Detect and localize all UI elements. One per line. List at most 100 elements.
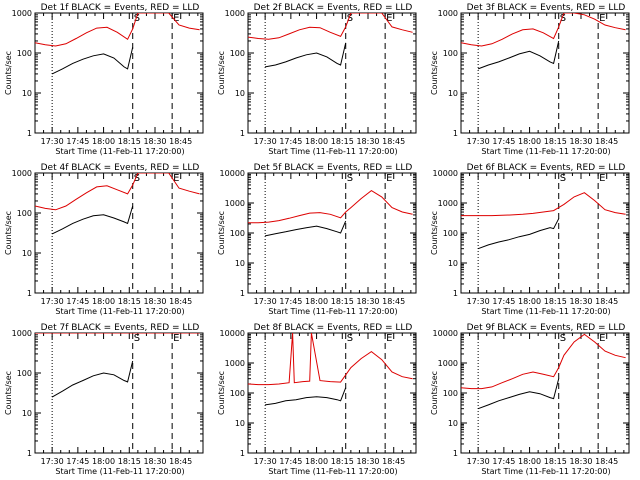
y-tick-label: 1000 bbox=[12, 9, 32, 18]
x-tick-label: 17:45 bbox=[492, 457, 515, 466]
start-marker-label: S bbox=[134, 13, 140, 24]
y-tick-label: 100 bbox=[17, 369, 32, 378]
y-tick-label: 10000 bbox=[433, 329, 458, 338]
x-tick-label: 18:00 bbox=[305, 297, 328, 306]
x-tick-label: 17:30 bbox=[254, 457, 277, 466]
y-tick-label: 1000 bbox=[438, 199, 458, 208]
x-axis-label: Start Time (11-Feb-11 17:20:00) bbox=[55, 147, 184, 156]
y-tick-label: 1 bbox=[240, 449, 245, 458]
x-tick-label: 18:30 bbox=[569, 137, 592, 146]
y-tick-label: 100 bbox=[230, 49, 245, 58]
x-tick-label: 18:15 bbox=[331, 297, 354, 306]
x-tick-label: 18:00 bbox=[518, 297, 541, 306]
x-tick-label: 18:45 bbox=[382, 137, 405, 146]
x-axis-label: Start Time (11-Feb-11 17:20:00) bbox=[481, 307, 610, 316]
end-marker-label: E bbox=[386, 13, 392, 24]
start-marker-label: S bbox=[560, 13, 566, 24]
y-tick-label: 10 bbox=[235, 419, 245, 428]
events-series-line bbox=[264, 220, 347, 237]
x-tick-label: 18:30 bbox=[143, 137, 166, 146]
x-tick-label: 17:45 bbox=[66, 137, 89, 146]
x-tick-label: 18:45 bbox=[169, 297, 192, 306]
y-tick-label: 100 bbox=[230, 229, 245, 238]
start-marker-label: S bbox=[347, 333, 353, 344]
events-series-line bbox=[477, 40, 560, 70]
x-axis-label: Start Time (11-Feb-11 17:20:00) bbox=[55, 467, 184, 476]
x-axis-label: Start Time (11-Feb-11 17:20:00) bbox=[268, 147, 397, 156]
plot-frame bbox=[247, 332, 417, 454]
x-tick-label: 18:45 bbox=[595, 297, 618, 306]
y-tick-label: 1000 bbox=[225, 9, 245, 18]
lightcurve-plot: Det 6f BLACK = Events, RED = LLD 1 10 100 10… bbox=[430, 163, 630, 316]
x-tick-label: 18:45 bbox=[382, 297, 405, 306]
y-tick-label: 1000 bbox=[225, 199, 245, 208]
lightcurve-plot: Det 2f BLACK = Events, RED = LLD 1 10 100 10… bbox=[217, 3, 417, 156]
detector-panel-5: Det 5f BLACK = Events, RED = LLD 1 10 100 10… bbox=[213, 160, 426, 320]
x-tick-label: 17:45 bbox=[279, 137, 302, 146]
y-tick-label: 1 bbox=[27, 449, 32, 458]
x-tick-label: 18:00 bbox=[305, 137, 328, 146]
y-axis-label: Counts/sec bbox=[4, 51, 13, 95]
x-tick-label: 18:15 bbox=[118, 457, 141, 466]
y-tick-label: 10 bbox=[22, 89, 32, 98]
y-tick-label: 1 bbox=[27, 289, 32, 298]
panel-title: Det 6f BLACK = Events, RED = LLD bbox=[467, 163, 626, 173]
end-marker-label: E bbox=[599, 13, 605, 24]
y-tick-label: 10 bbox=[235, 89, 245, 98]
x-tick-label: 18:45 bbox=[169, 137, 192, 146]
y-axis-label: Counts/sec bbox=[430, 51, 439, 95]
x-tick-label: 18:15 bbox=[118, 137, 141, 146]
x-tick-label: 18:15 bbox=[331, 137, 354, 146]
lightcurve-plot: Det 4f BLACK = Events, RED = LLD 1 10 100 10… bbox=[4, 163, 204, 316]
start-marker-label: S bbox=[134, 333, 140, 344]
lld-series-line bbox=[248, 189, 413, 224]
panel-title: Det 2f BLACK = Events, RED = LLD bbox=[254, 3, 413, 13]
lightcurve-plot: Det 7f BLACK = Events, RED = LLD 1 10 100 10… bbox=[4, 323, 204, 476]
plot-frame bbox=[460, 172, 630, 294]
events-series-line bbox=[265, 387, 347, 406]
x-tick-label: 17:30 bbox=[254, 137, 277, 146]
panel-title: Det 3f BLACK = Events, RED = LLD bbox=[467, 3, 626, 13]
plot-frame bbox=[34, 172, 204, 294]
y-tick-label: 100 bbox=[230, 389, 245, 398]
end-marker-label: E bbox=[173, 173, 179, 184]
lld-series-line bbox=[461, 13, 626, 47]
y-tick-label: 10 bbox=[22, 409, 32, 418]
y-tick-label: 1000 bbox=[12, 329, 32, 338]
x-tick-label: 17:45 bbox=[279, 457, 302, 466]
y-tick-label: 10 bbox=[448, 89, 458, 98]
plot-frame bbox=[247, 172, 417, 294]
x-tick-label: 18:00 bbox=[92, 457, 115, 466]
plot-frame bbox=[34, 12, 204, 134]
x-tick-label: 18:00 bbox=[518, 137, 541, 146]
y-tick-label: 1 bbox=[27, 129, 32, 138]
y-tick-label: 1 bbox=[453, 129, 458, 138]
end-marker-label: E bbox=[173, 13, 179, 24]
x-tick-label: 18:30 bbox=[143, 457, 166, 466]
y-tick-label: 10 bbox=[448, 419, 458, 428]
lld-series-line bbox=[248, 13, 413, 40]
y-axis-label: Counts/sec bbox=[4, 371, 13, 415]
x-tick-label: 17:45 bbox=[66, 457, 89, 466]
detector-panel-3: Det 3f BLACK = Events, RED = LLD 1 10 100 10… bbox=[426, 0, 639, 160]
y-tick-label: 100 bbox=[17, 49, 32, 58]
x-tick-label: 18:45 bbox=[595, 457, 618, 466]
y-tick-label: 1000 bbox=[438, 359, 458, 368]
y-tick-label: 1000 bbox=[12, 169, 32, 178]
lightcurve-plot: Det 8f BLACK = Events, RED = LLD 1 10 100 10… bbox=[217, 323, 417, 476]
x-tick-label: 17:45 bbox=[492, 137, 515, 146]
end-marker-label: E bbox=[173, 333, 179, 344]
x-tick-label: 17:30 bbox=[41, 297, 64, 306]
y-tick-label: 100 bbox=[443, 389, 458, 398]
x-axis-label: Start Time (11-Feb-11 17:20:00) bbox=[481, 467, 610, 476]
detector-panel-7: Det 7f BLACK = Events, RED = LLD 1 10 100 10… bbox=[0, 320, 213, 480]
y-tick-label: 1 bbox=[240, 129, 245, 138]
plot-frame bbox=[460, 12, 630, 134]
y-tick-label: 1000 bbox=[438, 9, 458, 18]
y-tick-label: 100 bbox=[443, 229, 458, 238]
y-tick-label: 10 bbox=[235, 259, 245, 268]
events-series-line bbox=[51, 205, 134, 235]
panel-title: Det 9f BLACK = Events, RED = LLD bbox=[467, 323, 626, 333]
x-tick-label: 18:15 bbox=[544, 297, 567, 306]
